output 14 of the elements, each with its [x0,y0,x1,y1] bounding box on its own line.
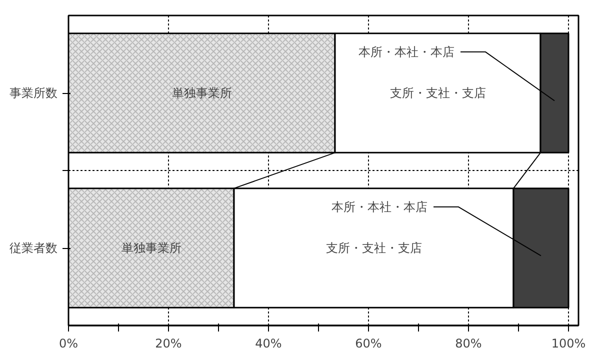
text: 本所・本社・本店 [358,44,454,59]
x-tick-label: 60% [355,336,382,350]
y-tick-label: 事業所数 [10,86,58,100]
text: 本所・本社・本店 [332,200,428,214]
x-tick-label: 80% [455,336,482,350]
text: 支所・支社・支店 [326,241,422,255]
series-label: 単独事業所 [172,86,232,100]
x-tick-label: 40% [255,336,282,350]
text: 単独事業所 [121,241,182,255]
x-tick-label: 20% [155,336,182,350]
x-tick-label: 100% [551,336,586,350]
series-label: 支所・支社・支店 [390,86,486,100]
x-tick-label: 0% [58,336,78,350]
y-tick-label: 従業者数 [10,241,58,255]
